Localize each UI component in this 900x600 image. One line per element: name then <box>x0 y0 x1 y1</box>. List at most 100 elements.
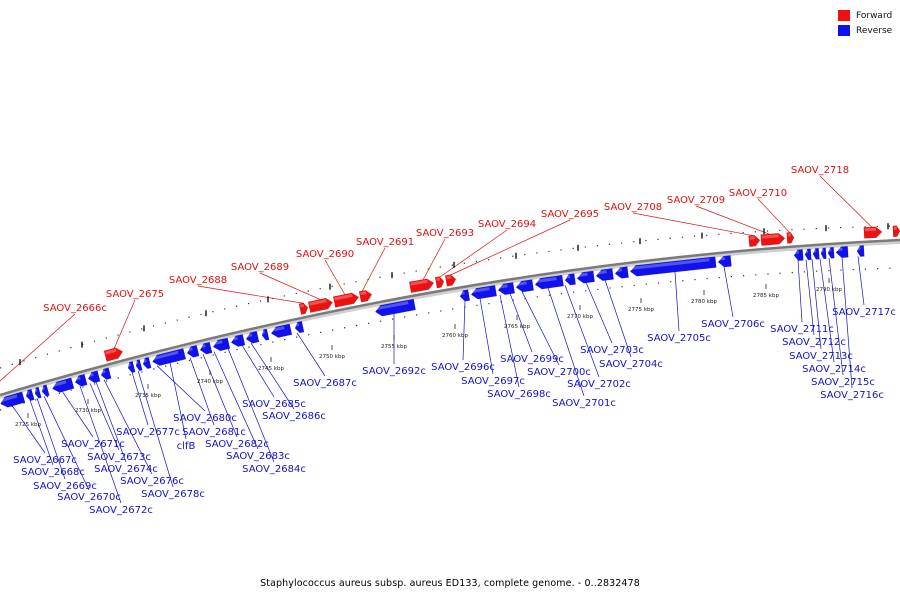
reverse-gene-block[interactable] <box>245 330 260 344</box>
reverse-gene-block[interactable] <box>576 270 595 284</box>
reverse-gene-block[interactable] <box>534 274 564 290</box>
forward-gene-block[interactable] <box>298 302 309 315</box>
reverse-gene-block[interactable] <box>230 334 246 348</box>
reverse-leader-line <box>841 257 853 389</box>
reverse-leader-line <box>43 396 90 491</box>
kbp-scale-label: 2785 kbp <box>753 293 779 299</box>
reverse-gene-block[interactable] <box>294 320 305 334</box>
kbp-scale-label: 2775 kbp <box>628 307 654 313</box>
reverse-gene-block[interactable] <box>856 245 865 257</box>
forward-gene-block[interactable] <box>434 276 445 289</box>
reverse-gene-block[interactable] <box>41 384 50 397</box>
reverse-leader-line <box>828 257 844 376</box>
reverse-gene-block[interactable] <box>199 341 213 355</box>
reverse-gene-block[interactable] <box>793 249 804 261</box>
reverse-gene-block[interactable] <box>827 246 835 259</box>
reverse-gene-label: SAOV_2701c <box>552 398 616 409</box>
reverse-gene-block[interactable] <box>74 373 88 388</box>
reverse-gene-label: SAOV_2667c <box>13 455 77 466</box>
reverse-gene-label: SAOV_2683c <box>226 451 290 462</box>
reverse-gene-block[interactable] <box>629 256 717 277</box>
reverse-gene-block[interactable] <box>835 246 849 258</box>
forward-gene-label: SAOV_2694 <box>478 219 536 230</box>
legend-reverse: Reverse <box>838 23 892 38</box>
reverse-gene-block[interactable] <box>515 279 535 293</box>
forward-gene-block[interactable] <box>863 226 883 239</box>
reverse-leader-line <box>585 282 613 344</box>
reverse-gene-block[interactable] <box>100 367 112 381</box>
reverse-gene-block[interactable] <box>87 370 101 384</box>
forward-leader-line <box>695 205 771 235</box>
forward-leader-line <box>0 313 76 382</box>
reverse-gene-block[interactable] <box>595 268 614 282</box>
forward-gene-block[interactable] <box>358 289 373 303</box>
reverse-gene-block[interactable] <box>820 247 827 260</box>
forward-gene-block[interactable] <box>307 297 334 313</box>
reverse-leader-line <box>547 287 585 397</box>
forward-gene-block[interactable] <box>760 232 786 246</box>
reverse-gene-block[interactable] <box>261 328 270 341</box>
forward-gene-block[interactable] <box>444 274 457 287</box>
reverse-gene-block[interactable] <box>127 361 136 374</box>
reverse-gene-label: SAOV_2678c <box>141 489 205 500</box>
kbp-scale-label: 2770 kbp <box>567 314 593 320</box>
reverse-gene-block[interactable] <box>151 348 187 367</box>
forward-gene-label: SAOV_2690 <box>296 249 354 260</box>
reverse-gene-block[interactable] <box>470 284 498 300</box>
reverse-gene-block[interactable] <box>374 298 416 317</box>
kbp-scale-label: 2790 kbp <box>816 287 842 293</box>
reverse-leader-line <box>156 365 206 412</box>
reverse-gene-block[interactable] <box>186 344 200 358</box>
reverse-leader-line <box>462 300 466 361</box>
reverse-gene-label: SAOV_2692c <box>362 366 426 377</box>
reverse-gene-block[interactable] <box>142 356 152 370</box>
forward-gene-block[interactable] <box>408 278 435 294</box>
forward-gene-label: SAOV_2666c <box>43 303 107 314</box>
reverse-gene-block[interactable] <box>51 377 75 394</box>
forward-gene-label: SAOV_2688 <box>169 275 227 286</box>
reverse-gene-label: SAOV_2704c <box>599 359 663 370</box>
reverse-gene-block[interactable] <box>564 273 576 286</box>
reverse-gene-block[interactable] <box>135 359 143 372</box>
forward-gene-block[interactable] <box>103 346 124 362</box>
reverse-leader-line <box>103 379 153 475</box>
reverse-leader-line <box>296 332 326 377</box>
reverse-gene-block[interactable] <box>270 323 293 339</box>
reverse-leader-line <box>189 357 215 426</box>
reverse-gene-block[interactable] <box>497 282 516 296</box>
forward-gene-block[interactable] <box>332 292 360 308</box>
forward-gene-block[interactable] <box>748 234 761 247</box>
legend: Forward Reverse <box>838 8 892 38</box>
reverse-leader-line <box>521 291 560 366</box>
reverse-gene-label: SAOV_2705c <box>647 333 711 344</box>
reverse-leader-line <box>137 370 174 488</box>
reverse-gene-block[interactable] <box>804 248 812 261</box>
reverse-gene-label: SAOV_2680c <box>173 413 237 424</box>
forward-gene-block[interactable] <box>786 232 795 244</box>
reverse-gene-label: SAOV_2676c <box>120 476 184 487</box>
reverse-gene-block[interactable] <box>614 266 629 280</box>
forward-gene-block[interactable] <box>892 225 900 238</box>
reverse-gene-block[interactable] <box>25 388 35 402</box>
reverse-gene-label: SAOV_2673c <box>87 452 151 463</box>
reverse-leader-line <box>723 266 734 318</box>
kbp-scale-label: 2780 kbp <box>691 299 717 305</box>
forward-leader-line <box>819 175 873 228</box>
reverse-gene-block[interactable] <box>812 247 820 260</box>
reverse-leader-line <box>241 344 275 398</box>
forward-gene-label: SAOV_2709 <box>667 195 725 206</box>
kbp-scale-label: 2765 kbp <box>504 324 530 330</box>
forward-leader-line <box>324 259 346 296</box>
reverse-gene-block[interactable] <box>212 337 231 352</box>
kbp-scale-label: 2730 kbp <box>75 408 101 414</box>
reverse-gene-label: SAOV_2715c <box>811 377 875 388</box>
forward-gene-label: SAOV_2710 <box>729 188 787 199</box>
reverse-gene-block[interactable] <box>34 386 42 399</box>
reverse-gene-block[interactable] <box>717 255 732 268</box>
reverse-leader-line <box>499 294 520 388</box>
reverse-gene-label: SAOV_2716c <box>820 390 884 401</box>
reverse-gene-label: SAOV_2685c <box>242 399 306 410</box>
reverse-gene-block[interactable] <box>0 391 26 409</box>
reverse-gene-block[interactable] <box>459 289 471 302</box>
